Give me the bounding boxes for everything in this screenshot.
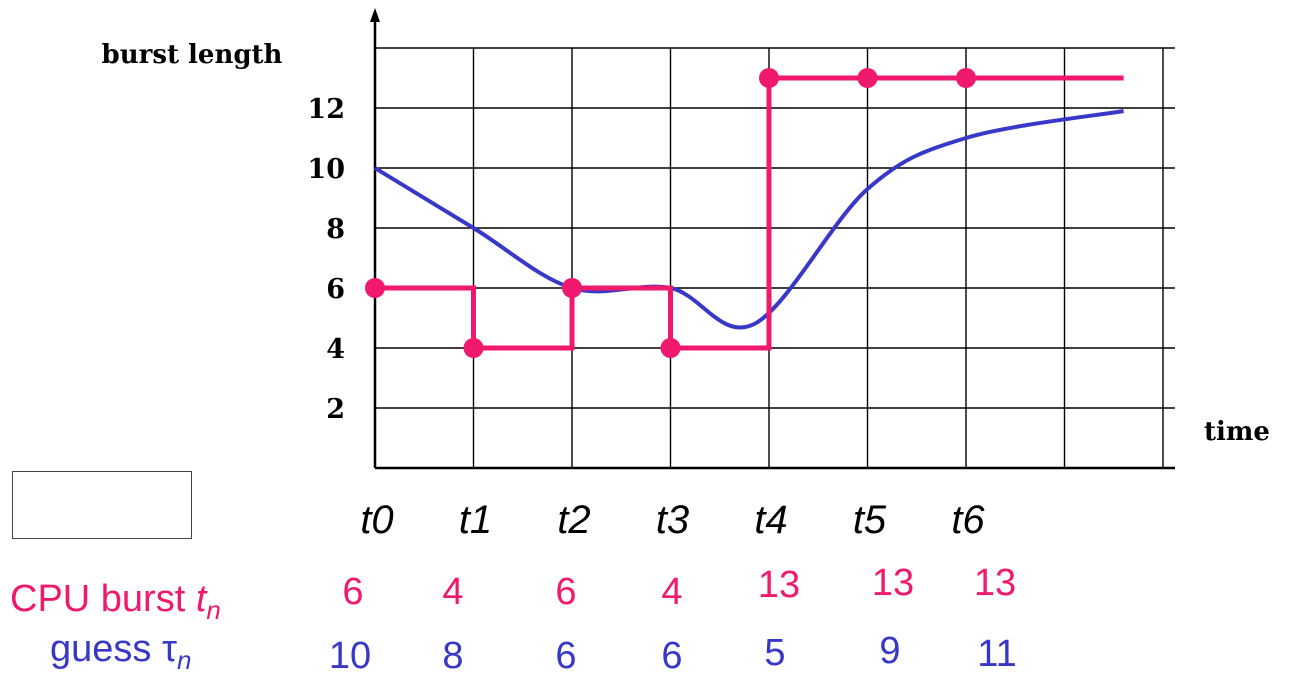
chart-grid [375,47,1175,468]
x-tick-label: t6 [951,498,985,542]
x-tick-label: t5 [853,498,887,542]
guess-label-var: τ [161,628,177,670]
x-tick-label: t2 [557,498,590,542]
y-axis-label: burst length [102,40,283,70]
guess-value: 6 [661,635,682,677]
burst-point [463,338,484,358]
y-tick-label: 6 [326,274,345,305]
guess-label-sub: n [176,645,192,675]
guess-value: 6 [555,635,576,677]
burst-value: 13 [872,562,914,604]
y-tick-label: 2 [326,394,345,425]
chart-series [365,68,1124,358]
cpu-burst-row-label: CPU burst tn [10,578,221,626]
burst-point [365,278,385,298]
y-tick-label: 12 [307,94,345,125]
guess-label-text: guess [50,628,152,670]
burst-value: 4 [661,571,682,613]
burst-value: 6 [342,571,363,613]
blank-box [12,471,192,539]
guess-value: 9 [879,630,900,672]
burst-point [660,338,681,358]
value-table: 6 4 6 4 13 13 13 10 8 6 6 5 9 11 [329,562,1017,677]
x-tick-label: t0 [360,498,393,542]
burst-value: 13 [974,562,1016,604]
burst-value: 13 [758,564,800,606]
y-axis-arrow [370,8,380,22]
x-tick-label: t4 [754,498,787,542]
y-tick-label: 8 [326,214,345,245]
guess-value: 5 [764,632,785,674]
y-tick-labels: 2 4 6 8 10 12 [307,94,345,425]
burst-point [857,68,878,88]
x-tick-label: t3 [656,498,689,542]
y-tick-label: 4 [326,334,345,365]
burst-point [956,68,976,88]
guess-value: 8 [442,635,463,677]
x-tick-labels: t0 t1 t2 t3 t4 t5 t6 [360,498,985,542]
y-tick-label: 10 [307,154,345,185]
burst-value: 6 [555,571,576,613]
cpu-burst-label-sub: n [206,595,221,625]
guess-value: 11 [977,633,1016,675]
guess-value: 10 [329,635,371,677]
guess-curve [373,109,1124,330]
x-tick-label: t1 [459,498,492,542]
cpu-burst-label-text: CPU burst [10,578,186,620]
chart-axes [370,8,1175,470]
cpu-burst-label-var: t [195,578,207,620]
burst-point [562,278,582,298]
burst-value: 4 [442,571,463,613]
burst-point [759,68,779,88]
burst-step-line [375,75,1124,351]
guess-row-label: guess τn [50,628,191,676]
x-axis-label: time [1204,417,1270,447]
